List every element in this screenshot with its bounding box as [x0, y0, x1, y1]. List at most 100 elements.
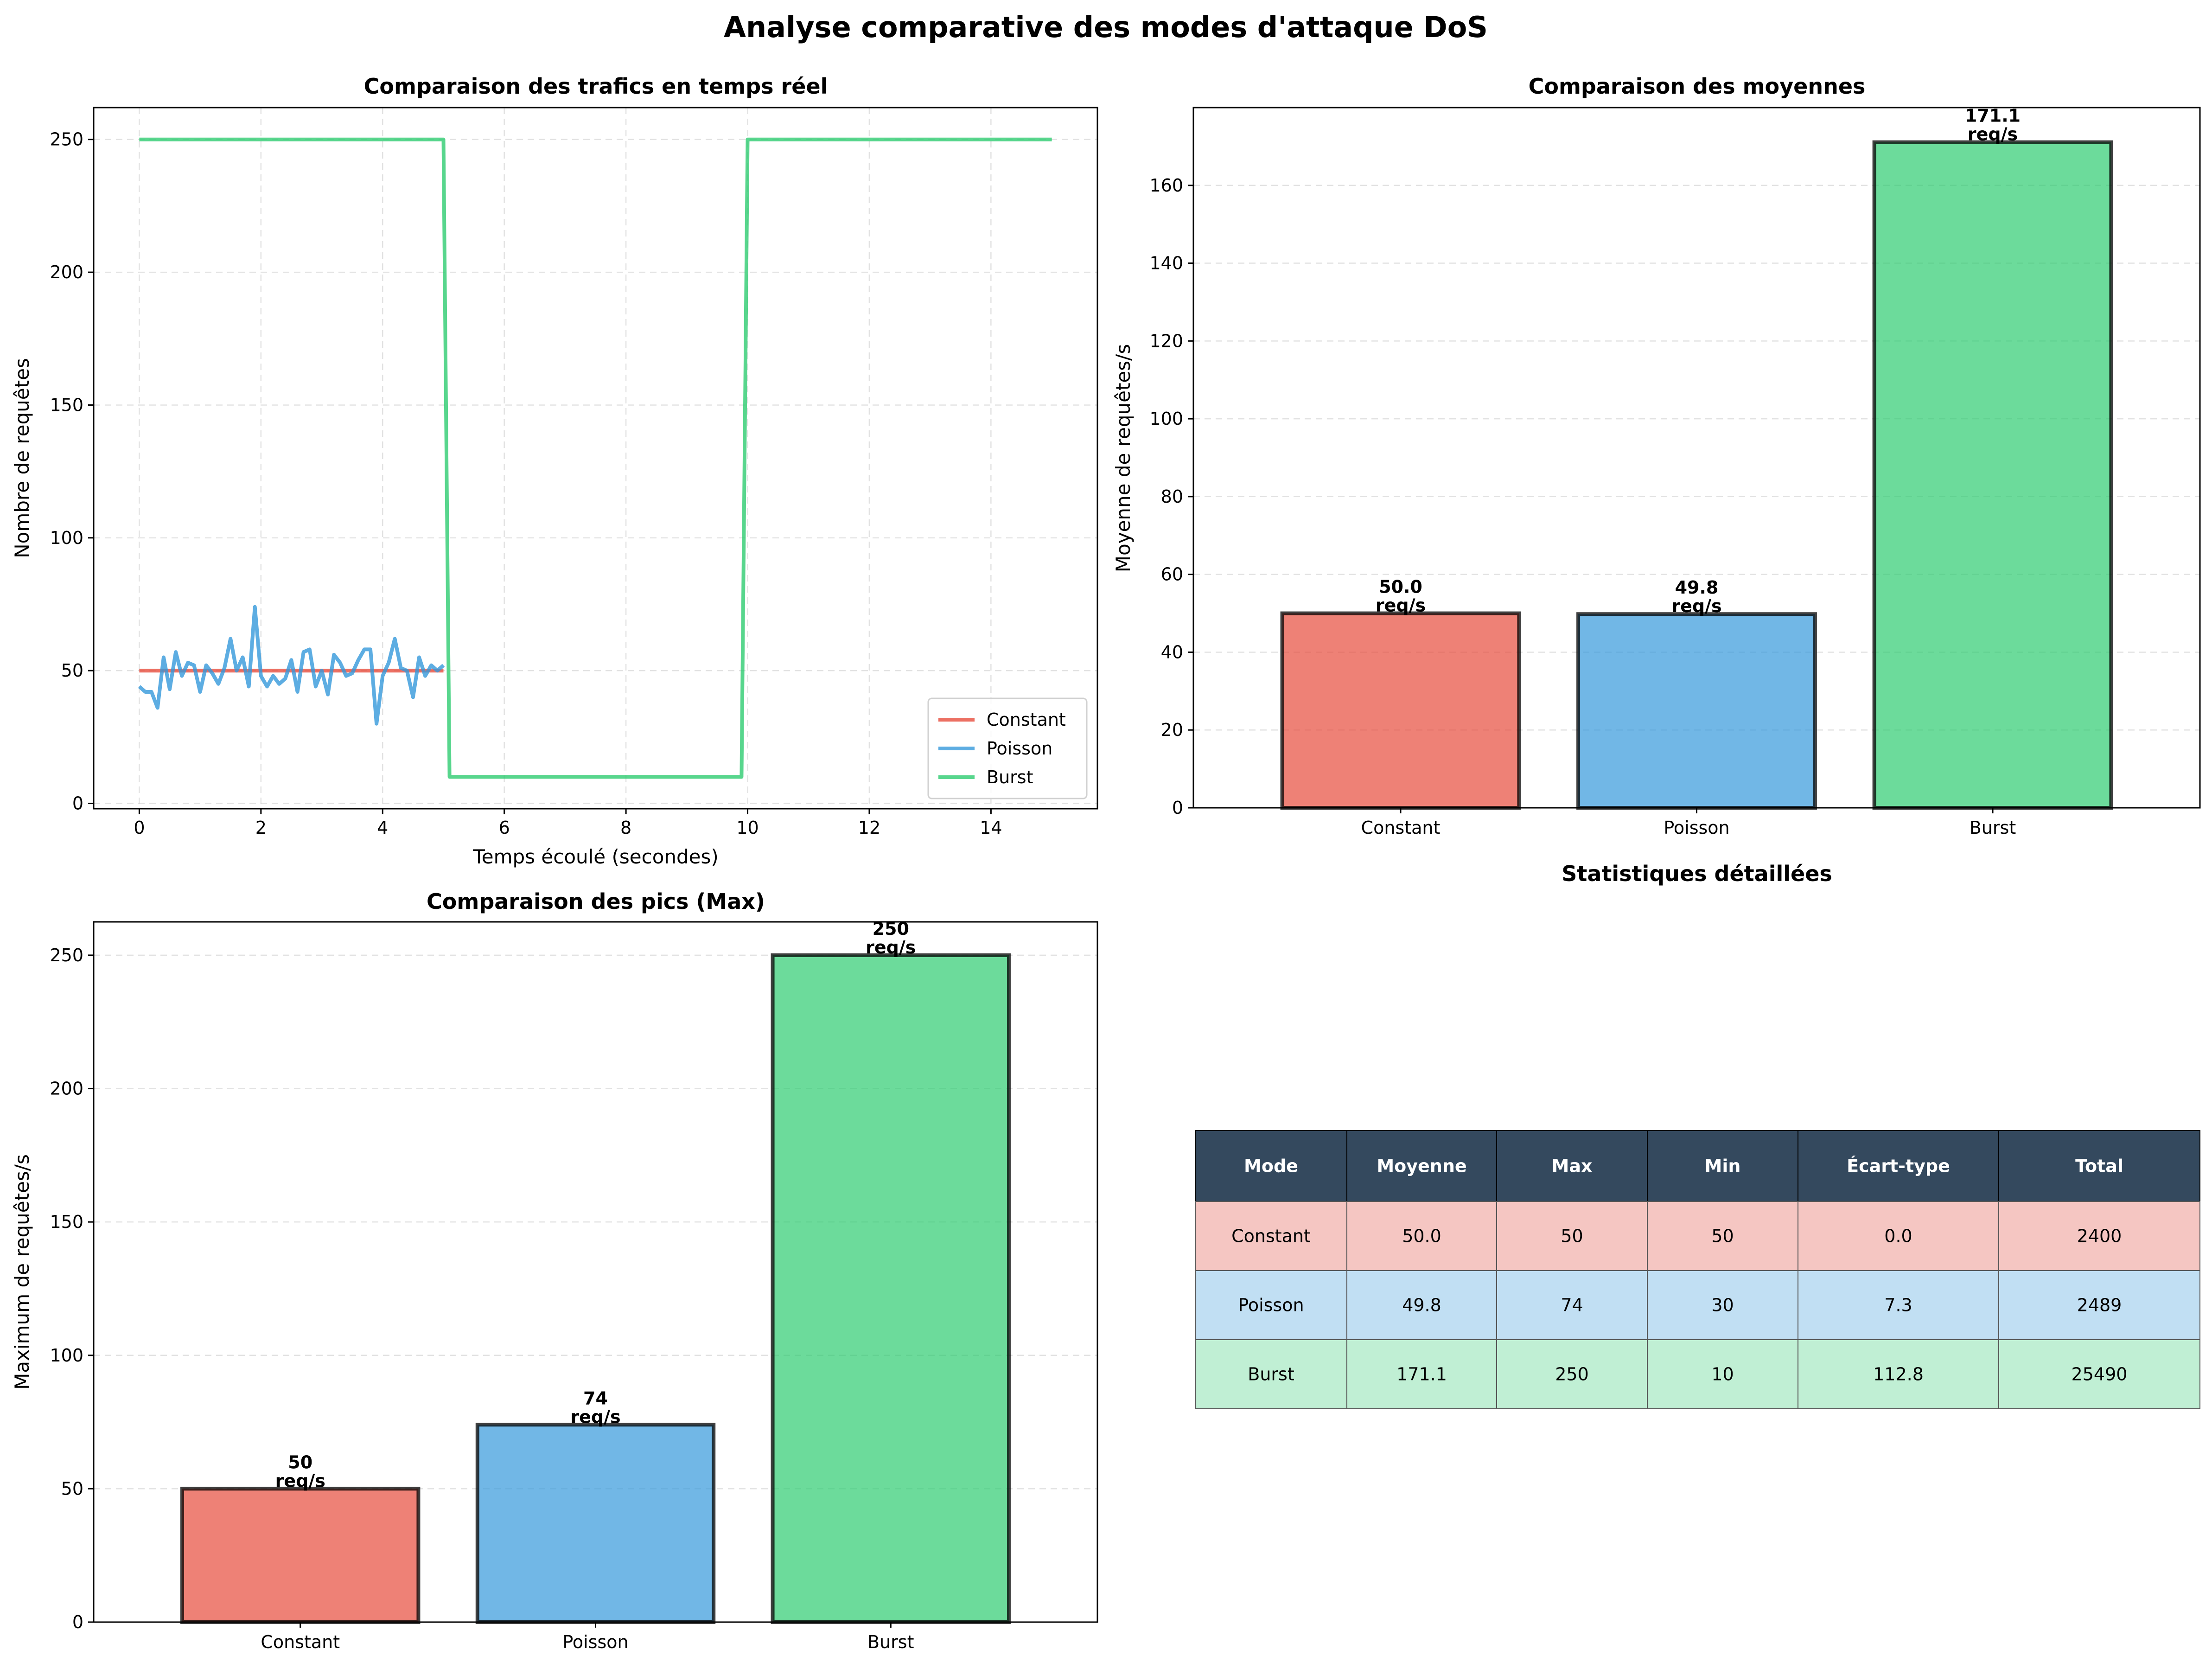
y-tick-label: 50 — [61, 660, 83, 681]
mean-bar-chart-ticks: 0 20 40 60 80 100 120 140 160 Constant Poisson Burs… — [1149, 175, 2016, 838]
table-cell — [1346, 1270, 1497, 1340]
max-bar-chart-ticks: 0 50 100 150 200 250 Constant Poisson Burst — [50, 945, 914, 1652]
table-cell-value: 30 — [1711, 1295, 1734, 1316]
series-line-burst — [139, 137, 1052, 779]
table-cell — [1647, 1339, 1798, 1409]
x-tick-label: 14 — [980, 818, 1002, 838]
bar-burst — [771, 953, 1011, 1624]
legend-box — [927, 697, 1088, 799]
line-chart-ticks: 0 2 4 6 8 10 12 14 0 50 100 150 200 250 — [50, 129, 1002, 838]
legend-label-burst: Burst — [987, 767, 1033, 787]
table-cell — [1496, 1339, 1648, 1409]
line-chart-legend: Constant Poisson Burst — [927, 697, 1088, 799]
x-tick-label: 4 — [377, 818, 388, 838]
line-chart-panel: Comparaison des trafics en temps réel 0 2… — [11, 74, 1098, 868]
stats-table-title: Statistiques détaillées — [1562, 861, 1832, 886]
x-tick-label: 6 — [499, 818, 510, 838]
y-tick-label: 100 — [50, 1345, 83, 1366]
y-tick-label: 150 — [50, 395, 83, 415]
bar-burst — [1872, 140, 2113, 810]
table-header-label: Max — [1552, 1156, 1593, 1176]
table-header-cell — [1346, 1130, 1497, 1202]
x-tick-label: 10 — [736, 818, 759, 838]
y-tick-label: 200 — [50, 262, 83, 282]
bar-poisson — [1576, 612, 1817, 810]
table-cell — [1998, 1270, 2200, 1340]
table-header-cell — [1998, 1130, 2200, 1202]
table-cell — [1496, 1201, 1648, 1271]
bar-unit-label: req/s — [275, 1470, 325, 1491]
y-tick-label: 0 — [1172, 798, 1183, 818]
y-tick-label: 250 — [50, 129, 83, 150]
table-cell-value: 74 — [1561, 1295, 1583, 1316]
bar-constant — [180, 1487, 421, 1624]
table-cell-value: 250 — [1555, 1364, 1589, 1385]
legend-label-poisson: Poisson — [987, 738, 1052, 759]
table-cell — [1496, 1270, 1648, 1340]
x-tick-label: Burst — [1970, 818, 2016, 838]
x-tick-label: 12 — [858, 818, 880, 838]
table-cell-value: Poisson — [1238, 1295, 1304, 1316]
table-cell-value: 2400 — [2077, 1226, 2122, 1246]
x-tick-label: Constant — [261, 1632, 340, 1652]
line-chart-xlabel: Temps écoulé (secondes) — [472, 845, 719, 868]
table-cell — [1998, 1339, 2200, 1409]
y-tick-label: 100 — [1149, 409, 1183, 429]
series-line-poisson — [138, 605, 445, 726]
y-tick-label: 120 — [1149, 331, 1183, 351]
table-cell-value: Burst — [1248, 1364, 1294, 1385]
bar-unit-label: req/s — [1376, 595, 1426, 616]
y-tick-label: 40 — [1161, 642, 1183, 662]
y-tick-label: 0 — [72, 1612, 83, 1632]
y-tick-label: 0 — [72, 793, 83, 814]
y-tick-label: 20 — [1161, 720, 1183, 740]
table-cell — [1998, 1201, 2200, 1271]
table-cell-value: 2489 — [2077, 1295, 2122, 1316]
x-tick-label: Poisson — [1664, 818, 1729, 838]
table-header-label: Min — [1705, 1156, 1741, 1176]
x-tick-label: Constant — [1361, 818, 1441, 838]
x-tick-label: Poisson — [562, 1632, 628, 1652]
table-cell — [1195, 1201, 1347, 1271]
bar-value-label: 49.8 — [1675, 577, 1719, 598]
table-cell — [1346, 1339, 1497, 1409]
bar-unit-label: req/s — [866, 937, 916, 958]
table-cell — [1647, 1201, 1798, 1271]
bar-constant — [1280, 611, 1521, 810]
table-cell-value: 171.1 — [1396, 1364, 1447, 1385]
table-cell — [1798, 1201, 1999, 1271]
max-bar-chart-title: Comparaison des pics (Max) — [427, 889, 765, 914]
bar-poisson — [475, 1423, 716, 1624]
y-tick-label: 250 — [50, 945, 83, 965]
mean-bar-chart-title: Comparaison des moyennes — [1529, 74, 1866, 99]
x-tick-label: 0 — [134, 818, 145, 838]
line-chart-frame — [93, 107, 1098, 810]
table-header-label: Moyenne — [1377, 1156, 1466, 1176]
table-cell — [1798, 1339, 1999, 1409]
bar-value-label: 50 — [288, 1452, 312, 1472]
bar-unit-label: req/s — [1968, 124, 2018, 145]
table-header-cell — [1496, 1130, 1648, 1202]
y-tick-label: 140 — [1149, 253, 1183, 274]
table-cell-value: 25490 — [2072, 1364, 2128, 1385]
table-cell-value: 49.8 — [1402, 1295, 1441, 1316]
y-tick-label: 100 — [50, 528, 83, 548]
x-tick-label: 8 — [620, 818, 631, 838]
table-cell-value: Constant — [1231, 1226, 1311, 1246]
table-header-cell — [1195, 1130, 1347, 1202]
y-tick-label: 50 — [61, 1478, 83, 1499]
mean-bar-chart-panel: Comparaison des moyennes 50.0req/s49.8re… — [1112, 74, 2201, 838]
stats-table-panel: Statistiques détaillées Mode Moyenne Max Mi… — [1195, 861, 2200, 1409]
table-cell-value: 50 — [1561, 1226, 1583, 1246]
bar-unit-label: req/s — [1671, 596, 1721, 616]
x-tick-label: 2 — [255, 818, 267, 838]
y-tick-label: 80 — [1161, 486, 1183, 507]
table-cell-value: 0.0 — [1884, 1226, 1912, 1246]
bar-value-label: 50.0 — [1379, 577, 1422, 597]
table-cell-value: 10 — [1711, 1364, 1734, 1385]
x-tick-label: Burst — [867, 1632, 914, 1652]
table-cell — [1647, 1270, 1798, 1340]
y-tick-label: 60 — [1161, 564, 1183, 585]
